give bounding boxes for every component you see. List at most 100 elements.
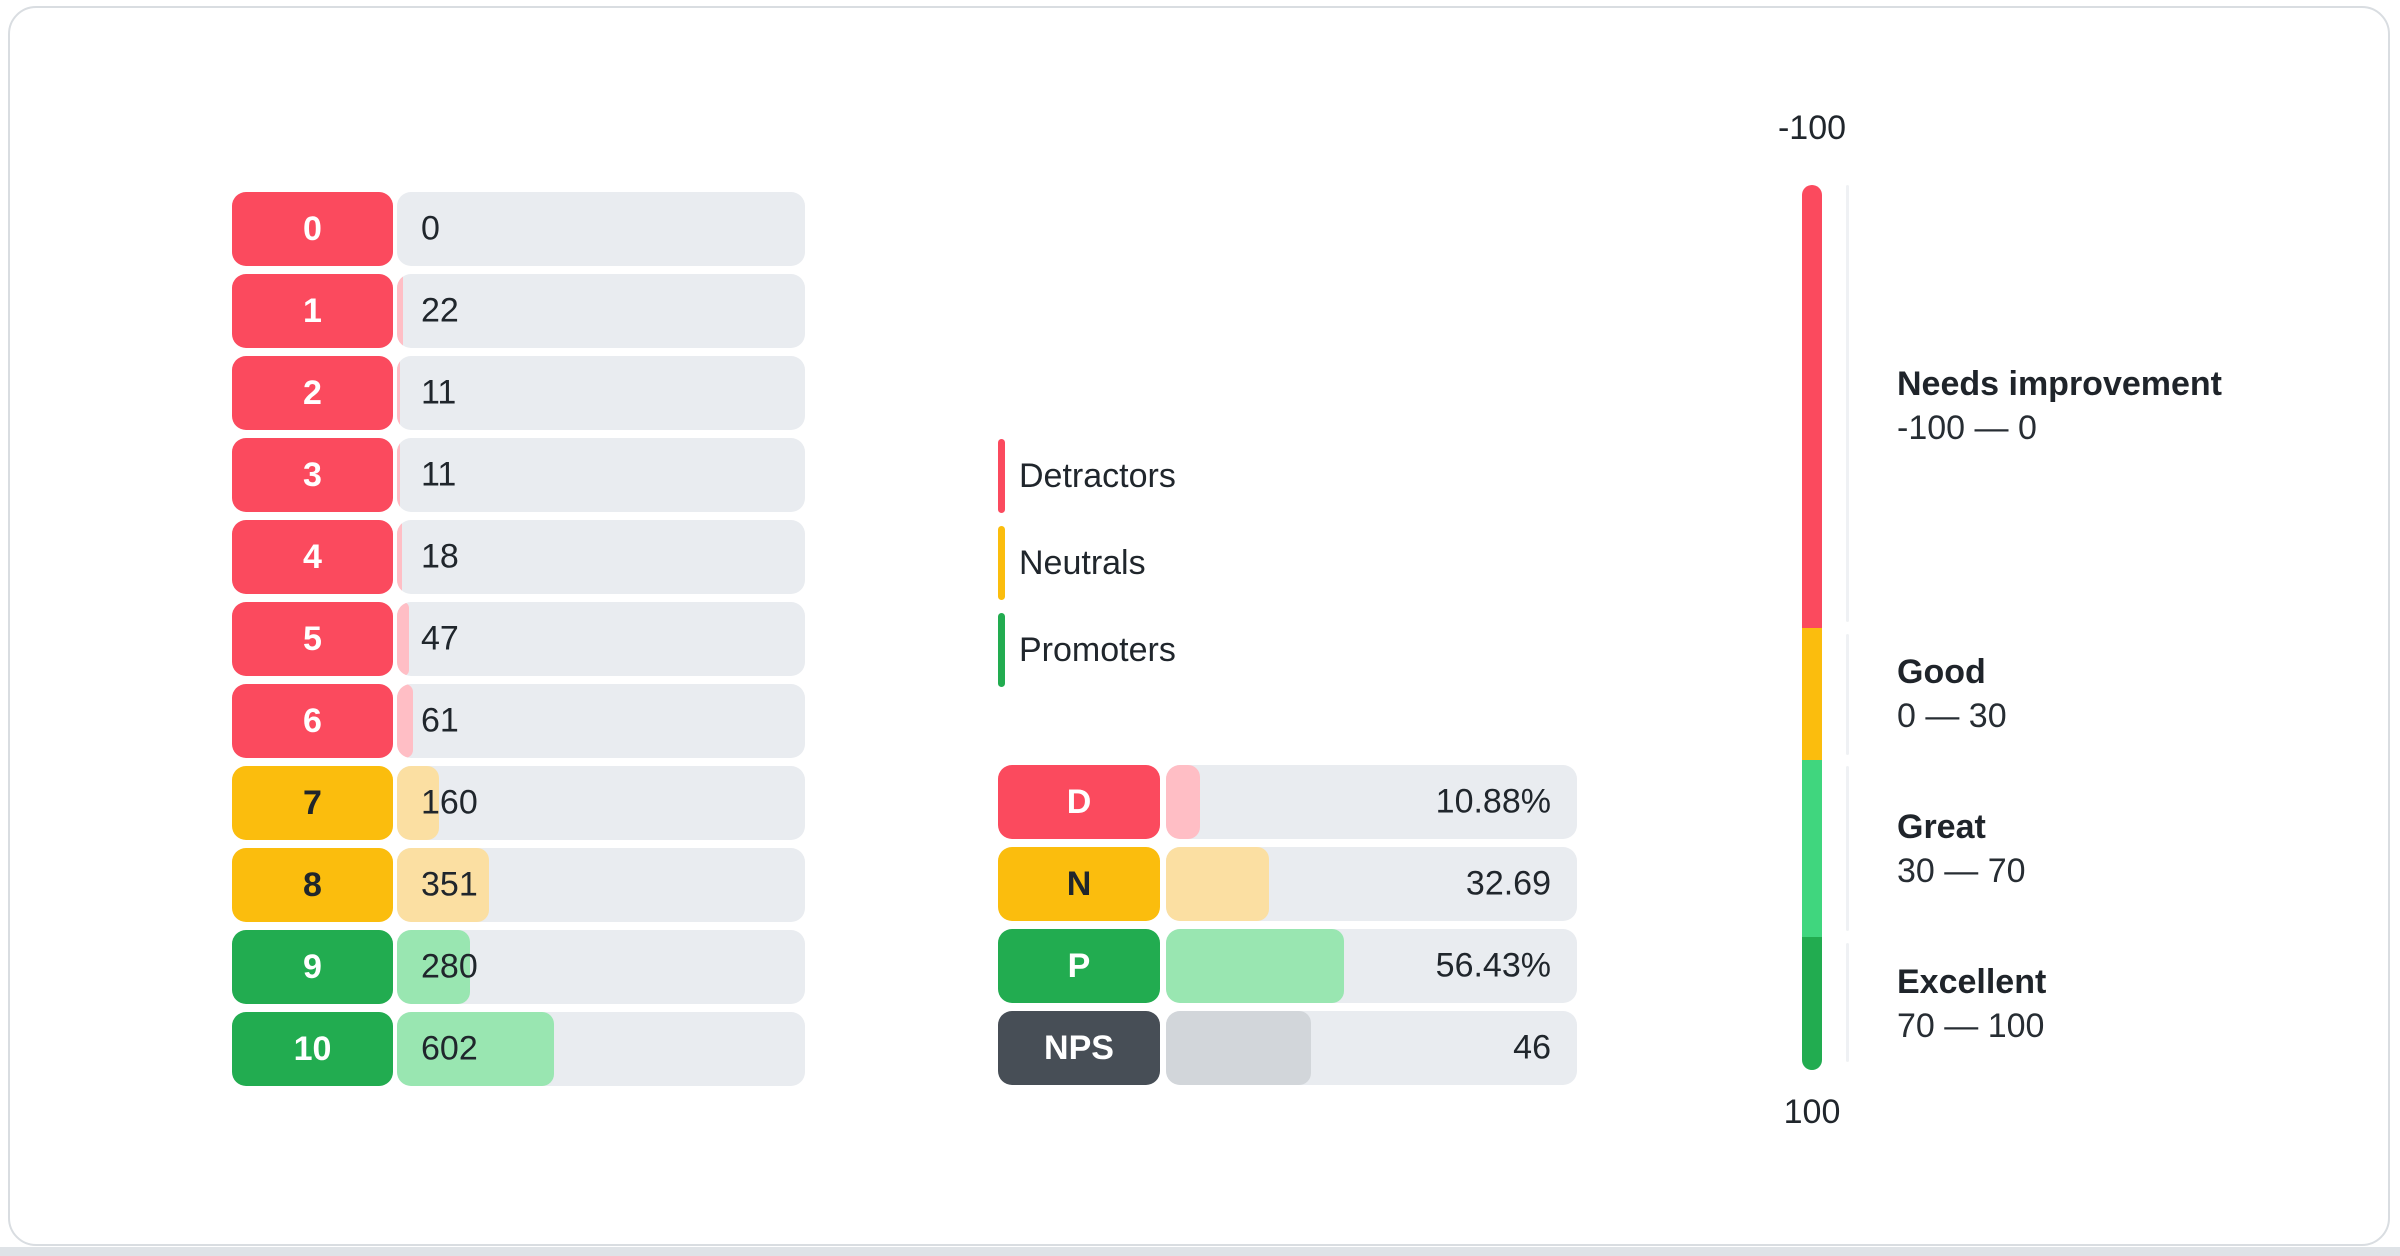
summary-value: 10.88%: [1435, 782, 1551, 821]
score-bar-track: 18: [397, 520, 805, 594]
legend-item[interactable]: Detractors: [998, 439, 1176, 513]
score-bar-track: 61: [397, 684, 805, 758]
score-row[interactable]: 8 351: [232, 848, 805, 922]
score-row[interactable]: 2 11: [232, 356, 805, 430]
score-row[interactable]: 3 11: [232, 438, 805, 512]
summary-row[interactable]: P 56.43%: [998, 929, 1577, 1003]
summary-row[interactable]: D 10.88%: [998, 765, 1577, 839]
gauge-range-values: 30 — 70: [1897, 852, 2026, 890]
score-bar-track: 602: [397, 1012, 805, 1086]
nps-report-card: 0 0 1 22 2 11 3 11 4 18 5 47 6 61 7 160 8 351 9 280 10 602 De…: [8, 6, 2390, 1246]
legend: Detractors Neutrals Promoters: [998, 439, 1176, 700]
summary-bar-track: 46: [1166, 1011, 1577, 1085]
nps-summary-chart: D 10.88% N 32.69 P 56.43% NPS 46: [998, 765, 1577, 1093]
gauge-min-label: -100: [1777, 109, 1847, 147]
score-label: 0: [232, 192, 393, 266]
gauge-max-label: 100: [1783, 1093, 1841, 1131]
score-bar-track: 11: [397, 356, 805, 430]
summary-label: N: [998, 847, 1160, 921]
legend-color-bar: [998, 613, 1005, 687]
score-label: 7: [232, 766, 393, 840]
score-bar-track: 11: [397, 438, 805, 512]
score-row[interactable]: 6 61: [232, 684, 805, 758]
score-row[interactable]: 7 160: [232, 766, 805, 840]
gauge-divider-segment: [1846, 634, 1849, 755]
summary-label: P: [998, 929, 1160, 1003]
summary-label: D: [998, 765, 1160, 839]
score-count: 602: [421, 1029, 478, 1068]
summary-bar-track: 10.88%: [1166, 765, 1577, 839]
score-count: 61: [421, 701, 459, 740]
summary-row[interactable]: NPS 46: [998, 1011, 1577, 1085]
score-bar-track: 280: [397, 930, 805, 1004]
legend-label: Neutrals: [1019, 543, 1146, 582]
summary-label: NPS: [998, 1011, 1160, 1085]
summary-value: 46: [1513, 1028, 1551, 1067]
score-count: 11: [421, 373, 457, 412]
score-count: 18: [421, 537, 459, 576]
gauge-bar: [1802, 185, 1822, 1070]
legend-item[interactable]: Neutrals: [998, 526, 1176, 600]
score-bar-track: 47: [397, 602, 805, 676]
legend-color-bar: [998, 526, 1005, 600]
score-label: 9: [232, 930, 393, 1004]
gauge-divider-segment: [1846, 943, 1849, 1062]
summary-value: 56.43%: [1435, 946, 1551, 985]
score-count: 280: [421, 947, 478, 986]
score-row[interactable]: 9 280: [232, 930, 805, 1004]
gauge-segment: [1802, 937, 1822, 1070]
summary-bar-fill: [1166, 929, 1345, 1003]
score-bar-fill: [397, 848, 489, 922]
score-count: 11: [421, 455, 457, 494]
gauge-range-title: Great: [1897, 808, 1986, 846]
summary-bar-track: 56.43%: [1166, 929, 1577, 1003]
gauge-range-title: Excellent: [1897, 963, 2047, 1001]
gauge-range-values: 70 — 100: [1897, 1007, 2045, 1045]
score-bar-fill: [397, 356, 400, 430]
gauge-segment: [1802, 760, 1822, 938]
score-bar-track: 0: [397, 192, 805, 266]
score-row[interactable]: 4 18: [232, 520, 805, 594]
score-label: 3: [232, 438, 393, 512]
gauge-range-label: Great 30 — 70: [1897, 805, 2317, 893]
score-bar-fill: [397, 602, 410, 676]
score-count: 22: [421, 291, 459, 330]
score-bar-track: 160: [397, 766, 805, 840]
score-row[interactable]: 10 602: [232, 1012, 805, 1086]
legend-color-bar: [998, 439, 1005, 513]
score-label: 2: [232, 356, 393, 430]
gauge-range-title: Needs improvement: [1897, 365, 2222, 403]
score-count: 351: [421, 865, 478, 904]
score-label: 4: [232, 520, 393, 594]
score-label: 8: [232, 848, 393, 922]
gauge-segment: [1802, 185, 1822, 628]
score-label: 10: [232, 1012, 393, 1086]
score-bar-fill: [397, 438, 400, 512]
gauge-divider-segment: [1846, 766, 1849, 931]
summary-bar-track: 32.69: [1166, 847, 1577, 921]
gauge-range-values: 0 — 30: [1897, 697, 2007, 735]
score-distribution-chart: 0 0 1 22 2 11 3 11 4 18 5 47 6 61 7 160 8 351 9 280 10 602: [232, 192, 805, 1094]
legend-item[interactable]: Promoters: [998, 613, 1176, 687]
gauge-range-title: Good: [1897, 653, 1986, 691]
score-count: 160: [421, 783, 478, 822]
score-bar-fill: [397, 684, 413, 758]
gauge-range-label: Excellent 70 — 100: [1897, 960, 2317, 1048]
score-bar-track: 22: [397, 274, 805, 348]
gauge-range-label: Needs improvement -100 — 0: [1897, 362, 2317, 450]
summary-row[interactable]: N 32.69: [998, 847, 1577, 921]
score-bar-fill: [397, 274, 403, 348]
bottom-strip: [0, 1247, 2400, 1256]
summary-bar-fill: [1166, 765, 1201, 839]
score-row[interactable]: 1 22: [232, 274, 805, 348]
summary-bar-fill: [1166, 1011, 1312, 1085]
summary-bar-fill: [1166, 847, 1270, 921]
score-count: 47: [421, 619, 459, 658]
legend-label: Detractors: [1019, 456, 1176, 495]
summary-value: 32.69: [1465, 864, 1551, 903]
score-row[interactable]: 5 47: [232, 602, 805, 676]
score-count: 0: [421, 209, 440, 248]
score-label: 1: [232, 274, 393, 348]
